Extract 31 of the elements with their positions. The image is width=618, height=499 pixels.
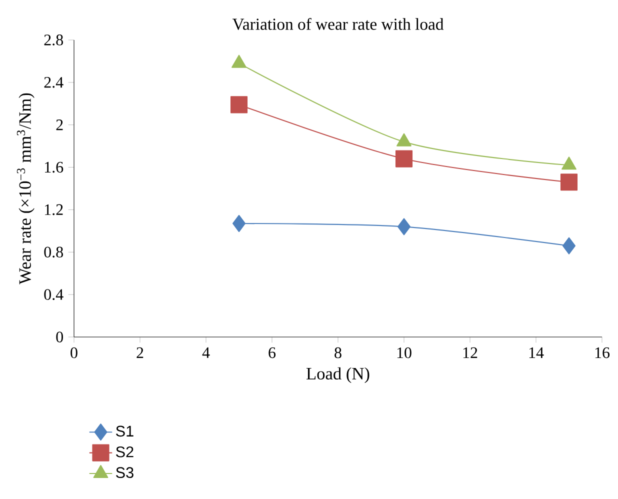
y-tick-label: 0.8	[44, 246, 63, 258]
y-tick-label: 2	[56, 120, 63, 130]
x-tick-label: 6	[268, 347, 276, 358]
x-tick-label: 8	[334, 347, 342, 358]
y-tick-label: 1.2	[45, 204, 63, 216]
x-tick-label: 4	[202, 347, 210, 358]
legend-label: S2	[116, 446, 134, 458]
chart-title: Variation of wear rate with load	[232, 18, 444, 30]
legend-label: S1	[116, 426, 134, 437]
y-tick-label: 0	[56, 332, 63, 342]
x-axis-title: Load (N)	[306, 367, 370, 384]
y-tick-label: 1.6	[45, 162, 64, 173]
point	[232, 214, 246, 232]
point	[232, 54, 246, 68]
point	[560, 174, 578, 191]
x-tick-label: 12	[463, 347, 478, 358]
y-axis-title: Wear rate (×10$^{−3}$ mm$^{3}$/Nm)	[16, 93, 34, 284]
point	[395, 150, 413, 168]
point	[562, 237, 576, 254]
y-tick-label: 2.4	[44, 77, 64, 88]
point	[397, 218, 411, 236]
x-tick-label: 10	[397, 347, 412, 358]
legend-label: S3	[116, 467, 134, 478]
x-tick-label: 0	[70, 347, 78, 358]
point	[396, 133, 412, 146]
x-tick-label: 16	[595, 347, 610, 358]
point	[562, 156, 576, 170]
x-tick-label: 2	[136, 347, 144, 358]
x-tick-label: 14	[529, 347, 544, 358]
y-tick-label: 0.4	[44, 289, 64, 300]
y-tick-label: 2.8	[44, 34, 63, 46]
